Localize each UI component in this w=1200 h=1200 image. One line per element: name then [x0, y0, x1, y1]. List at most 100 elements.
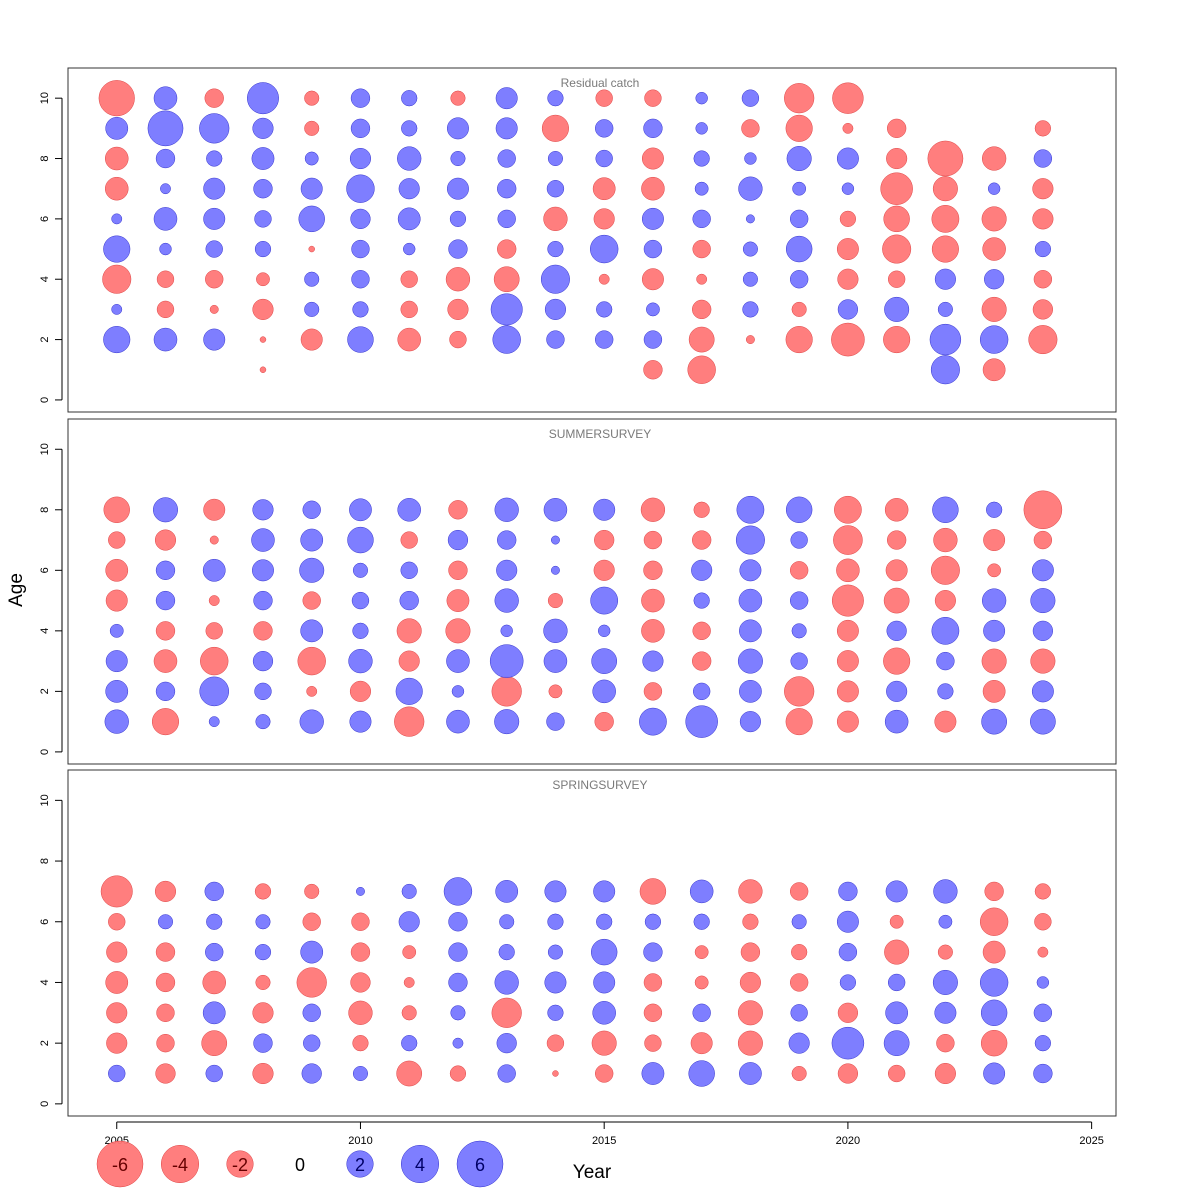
- bubble: [493, 266, 520, 293]
- bubble: [692, 299, 712, 320]
- bubble: [981, 708, 1007, 735]
- bubble: [694, 945, 709, 959]
- bubble: [739, 971, 761, 993]
- bubble: [497, 239, 517, 259]
- bubble: [738, 588, 763, 613]
- bubble: [252, 1002, 274, 1024]
- bubble: [883, 326, 911, 354]
- bubble: [304, 90, 320, 106]
- bubble: [982, 940, 1006, 964]
- bubble: [254, 943, 272, 961]
- bubble: [447, 298, 469, 320]
- bubble: [155, 972, 176, 993]
- bubble: [446, 589, 470, 612]
- panel-title: Residual catch: [561, 76, 640, 90]
- bubble: [494, 588, 519, 613]
- bubble: [397, 327, 421, 352]
- bubble: [745, 335, 755, 345]
- bubble: [400, 561, 418, 579]
- bubble: [984, 269, 1005, 290]
- bubble: [737, 1030, 763, 1056]
- bubble: [886, 680, 908, 702]
- bubble: [247, 82, 279, 115]
- bubble: [351, 270, 370, 289]
- bubble: [688, 326, 715, 353]
- bubble: [596, 301, 613, 318]
- bubble: [202, 1001, 226, 1025]
- bubble: [927, 140, 964, 177]
- bubble: [785, 708, 813, 736]
- bubble: [1033, 530, 1053, 550]
- bubble: [695, 91, 708, 105]
- bubble: [1031, 680, 1054, 703]
- legend: -6 -4 -2 0 2 4 6: [96, 1140, 504, 1188]
- bubble: [641, 176, 665, 201]
- bubble: [541, 114, 569, 142]
- bubble: [147, 110, 184, 147]
- bubble: [448, 500, 468, 520]
- bubble: [790, 591, 809, 610]
- bubble: [109, 623, 124, 638]
- bubble: [689, 879, 714, 904]
- bubble: [208, 716, 220, 728]
- bubble: [595, 119, 614, 138]
- bubble: [790, 973, 809, 992]
- bubble: [745, 214, 755, 224]
- bubble: [497, 1064, 516, 1083]
- bubble: [252, 559, 274, 582]
- panel-3: SPRINGSURVEY 0 2 4 6 8 10: [39, 769, 1117, 1117]
- bubble: [889, 914, 904, 929]
- bubble: [450, 1005, 466, 1021]
- bubble: [403, 977, 415, 988]
- bubble: [106, 1032, 128, 1054]
- panel-frame: [67, 418, 1117, 765]
- bubble: [836, 680, 859, 703]
- panels: Residual catch 0 2 4 6 8 10 SUMMERSURVEY 0 2 4 6 8 10…: [39, 67, 1117, 1117]
- bubble: [831, 1026, 865, 1060]
- bubble: [547, 944, 563, 960]
- bubble: [641, 619, 665, 643]
- bubble: [641, 268, 664, 291]
- bubble: [156, 300, 175, 319]
- bubble: [834, 495, 862, 524]
- bubble: [981, 296, 1007, 322]
- bubble: [934, 1001, 957, 1024]
- y-tick-label: 4: [39, 276, 51, 282]
- bubble: [399, 590, 419, 611]
- bubble: [100, 875, 133, 908]
- bubble: [690, 1032, 713, 1055]
- bubble: [253, 590, 273, 611]
- y-tick-label: 10: [39, 92, 51, 104]
- bubble: [594, 711, 614, 732]
- bubble: [791, 301, 807, 317]
- bubble: [886, 620, 907, 641]
- y-tick-label: 0: [39, 397, 51, 403]
- bubble: [105, 680, 129, 703]
- bubble: [643, 118, 663, 138]
- bubble: [253, 179, 273, 199]
- bubble: [445, 618, 471, 644]
- bubble: [591, 1030, 617, 1056]
- bubble: [300, 177, 323, 200]
- bubble: [982, 680, 1006, 703]
- bubble: [356, 886, 365, 896]
- bubble: [255, 974, 271, 990]
- bubble: [934, 268, 956, 290]
- bubble: [347, 526, 374, 554]
- legend-bubble: [160, 1144, 200, 1184]
- bubble: [738, 879, 763, 904]
- bubble: [252, 298, 274, 320]
- bubble: [401, 1035, 418, 1052]
- bubble: [495, 880, 519, 903]
- bubble: [449, 330, 467, 349]
- bubble: [593, 880, 616, 903]
- bubble: [446, 709, 470, 734]
- bubble: [596, 913, 613, 930]
- bubble: [546, 1034, 565, 1052]
- bubble: [451, 685, 465, 698]
- bubble: [693, 150, 710, 167]
- bubble: [984, 881, 1004, 902]
- bubble: [448, 560, 468, 580]
- bubble: [592, 679, 616, 704]
- bubble: [205, 1064, 223, 1083]
